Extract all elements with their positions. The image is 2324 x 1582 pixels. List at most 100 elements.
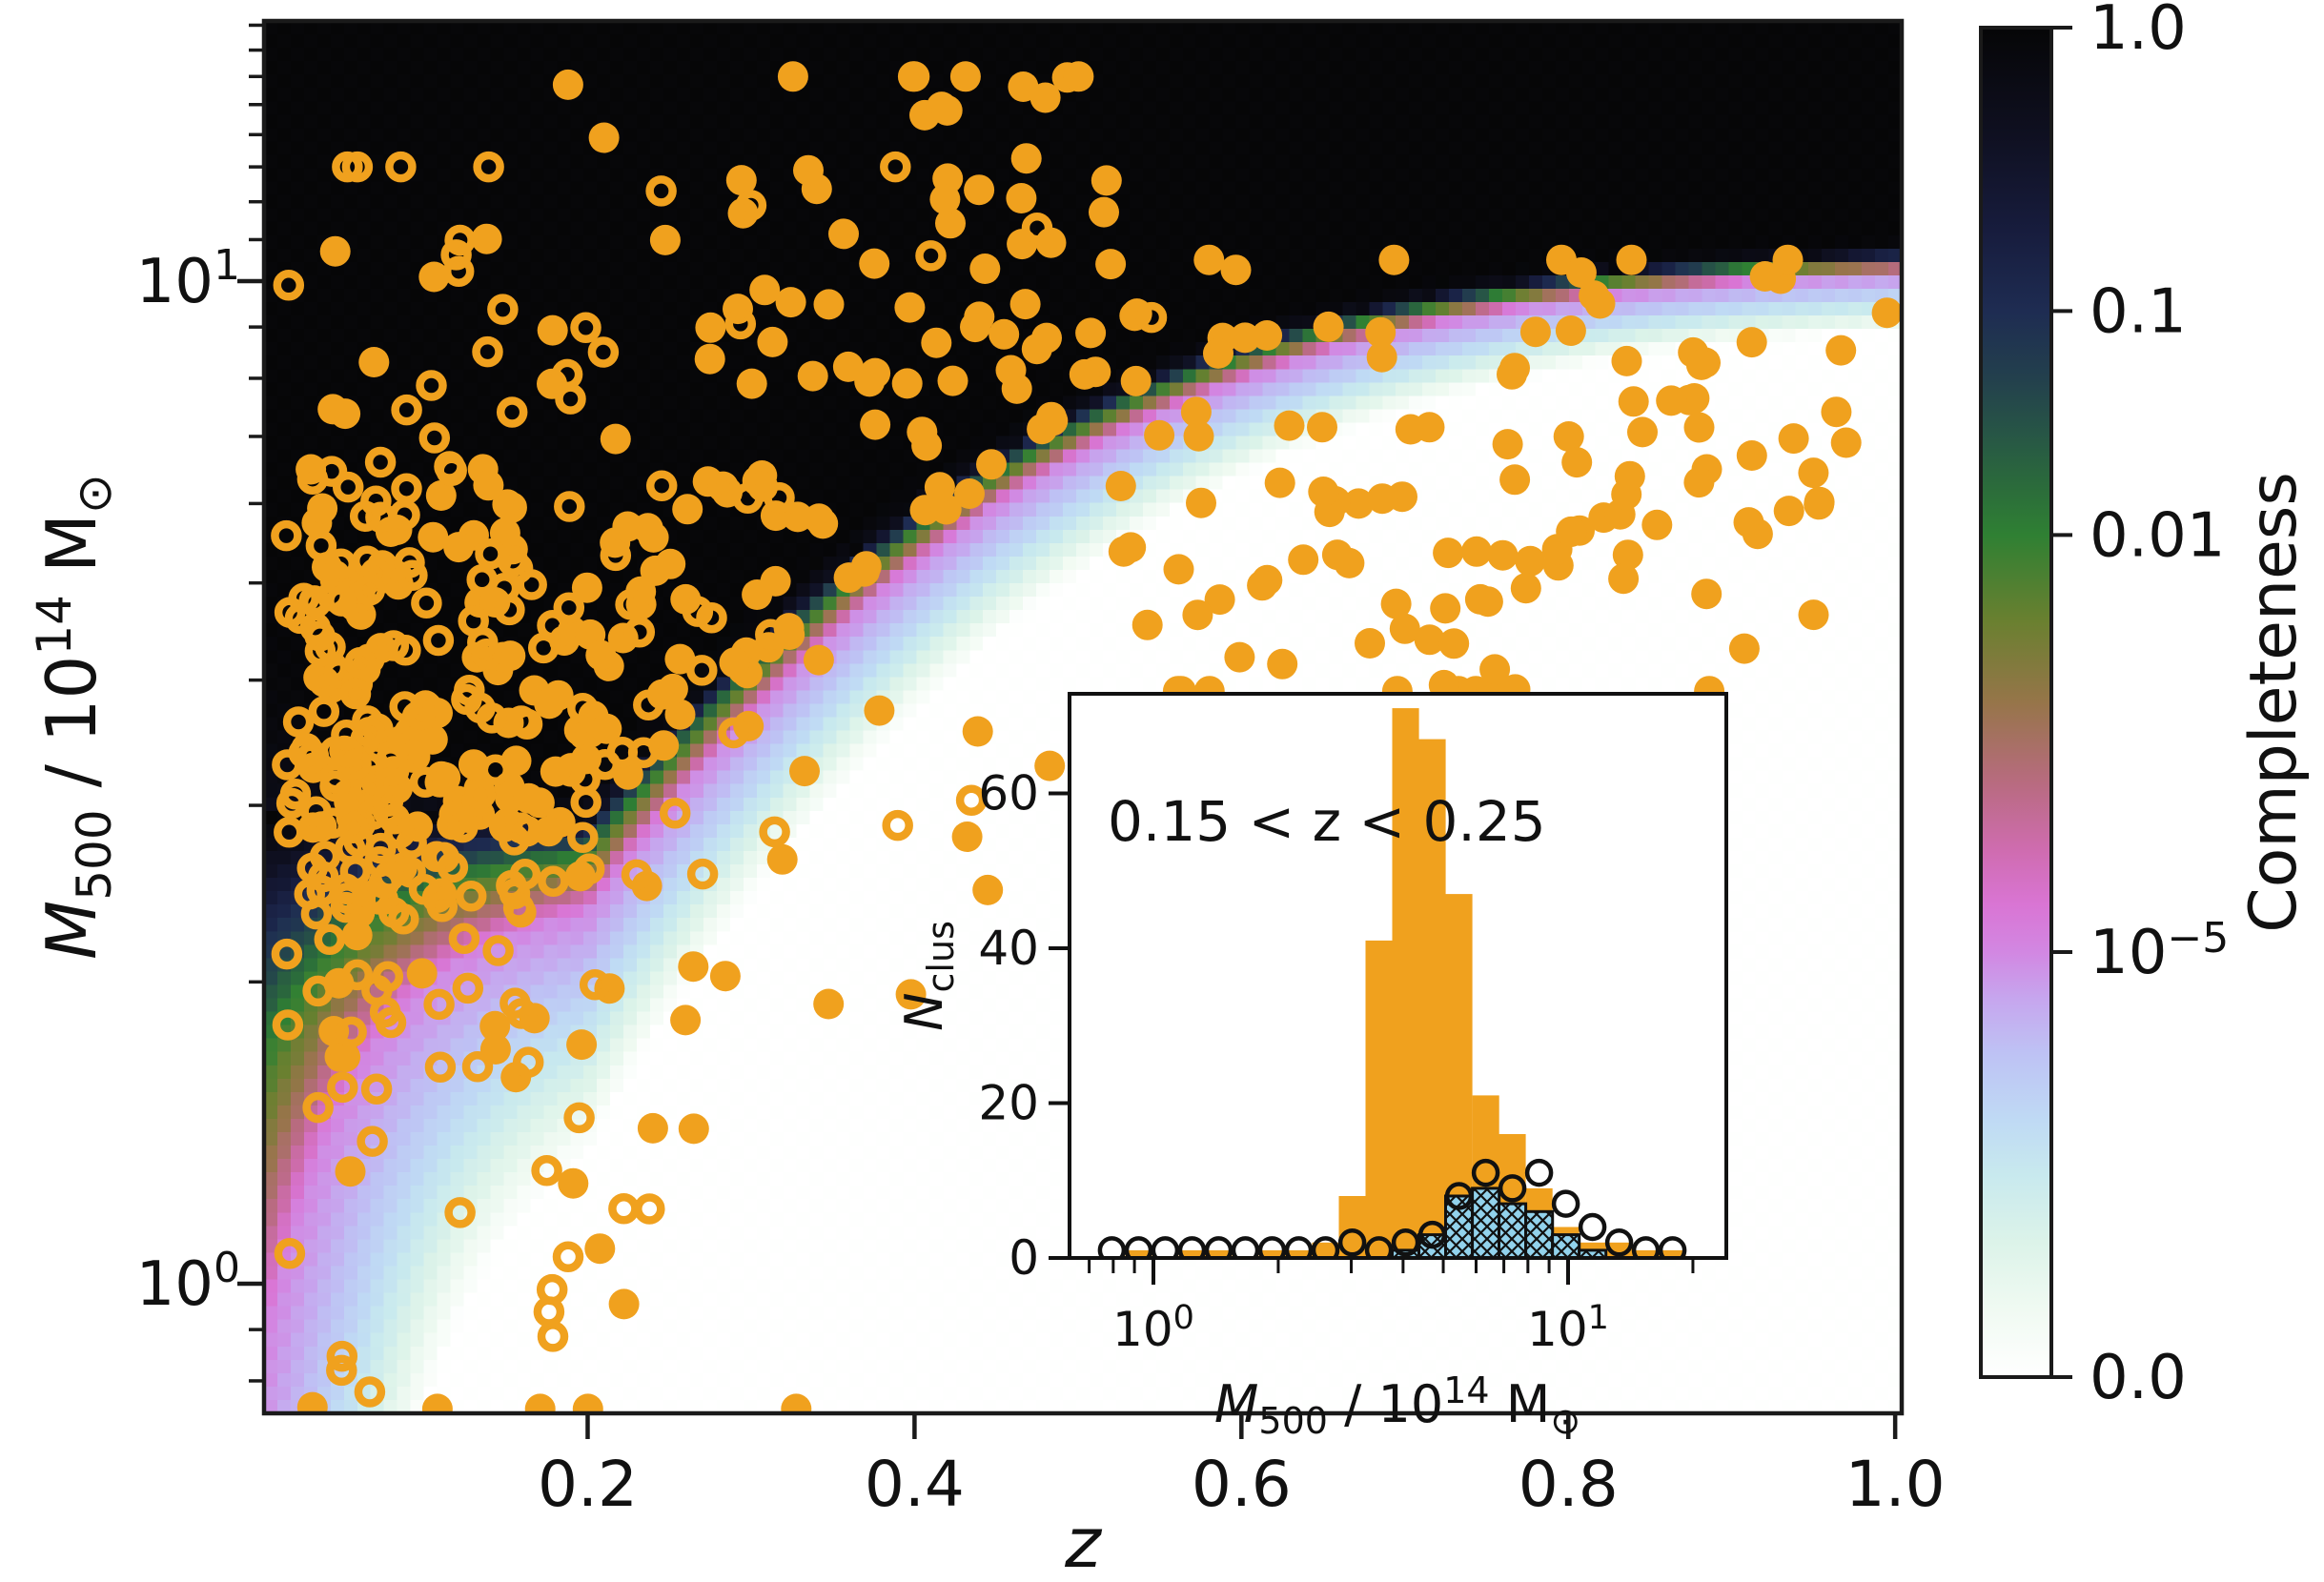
cluster-point-open <box>395 856 426 888</box>
cluster-point-filled <box>1264 467 1295 498</box>
inset-blue-bar <box>1524 1209 1555 1258</box>
cluster-point-filled <box>1414 412 1445 443</box>
cluster-point-open <box>615 589 646 620</box>
cluster-point-filled <box>1497 358 1527 390</box>
cluster-point-filled <box>1288 544 1319 576</box>
cluster-point-open <box>563 714 596 746</box>
inset-count-marker <box>1444 1182 1474 1210</box>
cluster-point-filled <box>1183 420 1214 452</box>
cluster-point-filled <box>358 347 390 377</box>
cluster-point-open <box>633 689 664 720</box>
cluster-point-filled <box>1367 483 1398 515</box>
cluster-point-open <box>501 553 534 584</box>
cluster-point-filled <box>1144 419 1175 451</box>
cluster-point-open <box>424 1051 457 1084</box>
cluster-point-open <box>531 1154 562 1186</box>
cluster-point-open <box>357 1126 388 1157</box>
cluster-point-open <box>436 455 467 487</box>
cluster-point-filled <box>1871 297 1902 329</box>
cluster-point-filled <box>1163 554 1194 585</box>
cluster-point-filled <box>797 360 828 392</box>
colorbar-tick-label: 0.0 <box>2090 1343 2187 1413</box>
cluster-point-open <box>307 861 339 893</box>
cluster-point-open <box>316 456 348 487</box>
cluster-point-open <box>275 787 308 820</box>
cluster-point-open <box>306 875 338 906</box>
cluster-point-filled <box>775 287 806 318</box>
cluster-point-filled <box>1069 358 1100 390</box>
cluster-point-filled <box>625 576 657 607</box>
cluster-point-filled <box>1001 373 1032 404</box>
cluster-point-filled <box>1830 427 1862 458</box>
cluster-point-open <box>537 610 568 641</box>
cluster-point-filled <box>649 224 681 255</box>
cluster-point-open <box>344 647 376 679</box>
cluster-point-open <box>390 635 421 666</box>
cluster-point-open <box>623 616 656 648</box>
cluster-point-open <box>411 587 442 619</box>
cluster-point-filled <box>803 644 834 676</box>
cluster-point-filled <box>1220 254 1252 286</box>
inset-count-marker <box>1658 1236 1687 1258</box>
cluster-point-filled <box>789 756 820 787</box>
cluster-point-open <box>325 548 357 580</box>
cluster-point-filled <box>1627 416 1658 448</box>
cluster-point-filled <box>1252 320 1283 351</box>
cluster-point-open <box>479 754 512 786</box>
cluster-point-filled <box>1204 584 1235 616</box>
cluster-point-filled <box>1180 396 1212 428</box>
inset-y-tick-label: 20 <box>978 1076 1039 1131</box>
cluster-point-open <box>538 865 569 897</box>
cluster-point-filled <box>733 710 764 741</box>
cluster-point-filled <box>637 1112 668 1144</box>
cluster-point-filled <box>860 409 891 440</box>
cluster-point-open <box>298 585 330 617</box>
cluster-point-filled <box>1308 477 1339 507</box>
cluster-point-filled <box>678 951 709 983</box>
cluster-point-open <box>464 779 497 810</box>
cluster-point-open <box>273 270 305 301</box>
cluster-point-filled <box>694 343 725 375</box>
inset-y-tick-label: 40 <box>978 921 1039 976</box>
inset-frame <box>1068 692 1728 1260</box>
cluster-point-filled <box>1274 410 1305 441</box>
cluster-point-open <box>455 881 487 912</box>
cluster-point-filled <box>937 365 968 396</box>
inset-count-marker <box>1578 1212 1607 1242</box>
cluster-point-filled <box>1031 322 1062 354</box>
cluster-point-filled <box>719 647 750 679</box>
inset-x-tick-label: 100 <box>1112 1299 1194 1357</box>
cluster-point-open <box>282 706 315 738</box>
cluster-point-filled <box>584 1233 616 1265</box>
cluster-point-filled <box>672 494 703 525</box>
cluster-point-open <box>579 969 611 1001</box>
inset-orange-bar <box>1659 1249 1686 1258</box>
cluster-point-filled <box>1334 547 1365 578</box>
cluster-point-filled <box>969 254 1001 284</box>
cluster-point-filled <box>1561 447 1593 478</box>
cluster-point-filled <box>1307 412 1337 443</box>
inset-orange-bar <box>1632 1249 1660 1258</box>
cluster-point-open <box>570 312 601 344</box>
inset-orange-bar <box>1365 940 1393 1258</box>
cluster-point-filled <box>537 314 568 346</box>
colorbar-tick-label: 10−5 <box>2090 914 2229 988</box>
cluster-point-filled <box>670 1004 702 1036</box>
cluster-point-filled <box>757 326 788 357</box>
inset-orange-bar <box>1125 1249 1152 1258</box>
cluster-point-filled <box>1556 516 1587 547</box>
cluster-point-open <box>880 151 911 183</box>
cluster-point-open <box>555 383 586 415</box>
cluster-point-filled <box>1798 599 1829 631</box>
cluster-point-open <box>608 1193 640 1225</box>
cluster-point-filled <box>1378 244 1410 275</box>
cluster-point-filled <box>1438 628 1470 659</box>
cluster-point-open <box>357 880 389 911</box>
cluster-point-filled <box>341 920 373 951</box>
cluster-point-open <box>563 1102 595 1134</box>
cluster-point-filled <box>1091 165 1122 196</box>
cluster-point-filled <box>664 699 696 730</box>
cluster-point-filled <box>421 1393 453 1413</box>
cluster-point-filled <box>899 61 930 92</box>
cluster-point-filled <box>1414 624 1445 656</box>
